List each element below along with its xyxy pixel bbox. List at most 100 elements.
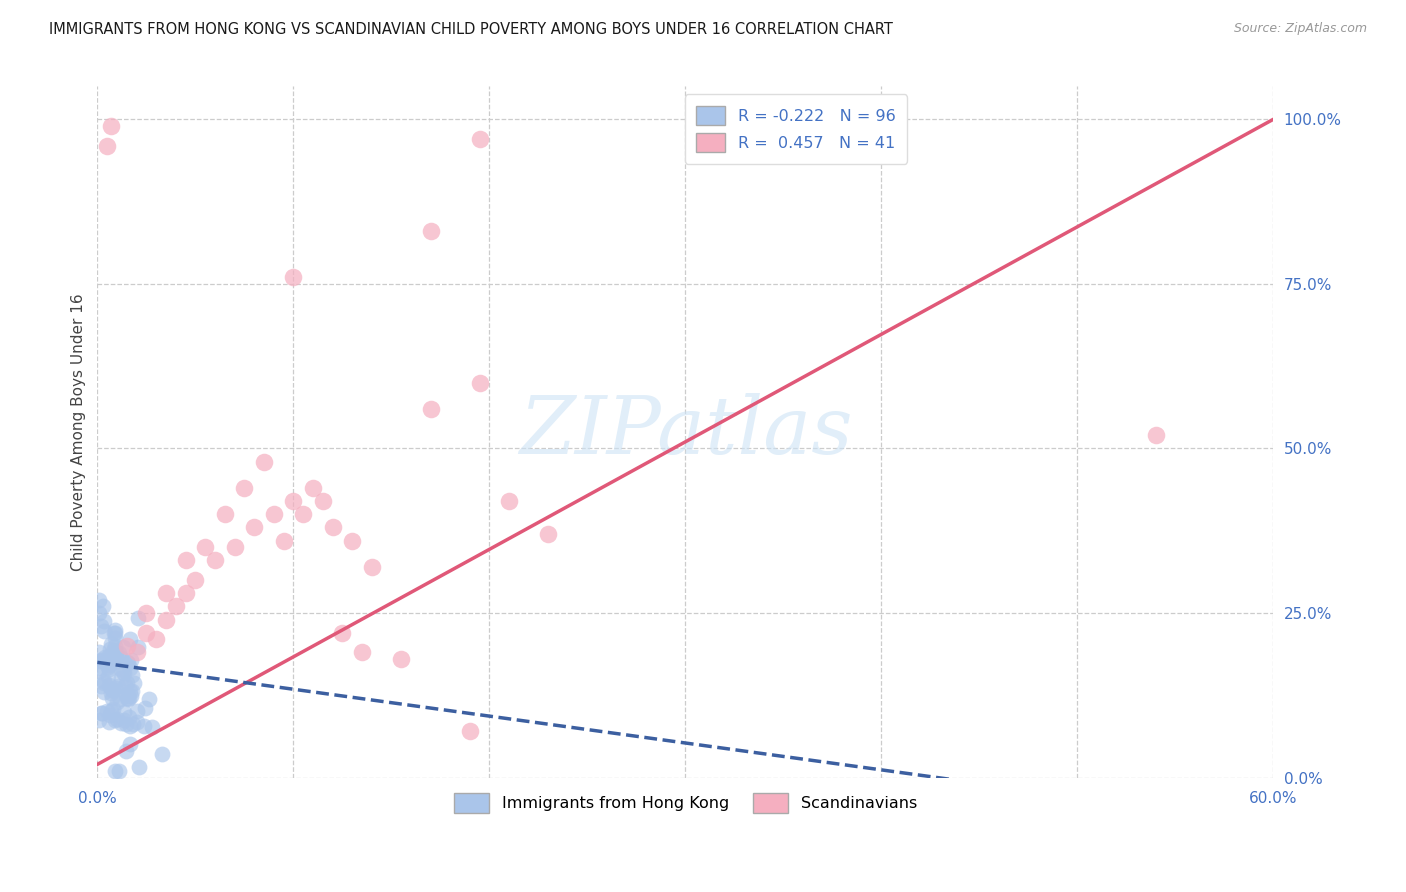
Point [91,599,114,614]
Point [107,679,129,693]
Point [128,760,150,774]
Point [112,705,135,719]
Point [302,481,325,495]
Point [103,644,125,658]
Point [104,624,127,638]
Point [184,573,207,587]
Point [94,650,117,665]
Point [115,716,138,731]
Point [498,494,520,508]
Point [115,639,138,653]
Point [104,626,127,640]
Point [101,683,124,698]
Point [419,401,441,416]
Point [468,376,491,390]
Point [112,665,135,679]
Point [194,540,217,554]
Text: ZIPatlas: ZIPatlas [519,393,852,471]
Point [93,614,115,628]
Point [117,689,139,703]
Point [121,653,143,667]
Point [90,706,112,720]
Point [117,656,139,670]
Point [150,747,173,761]
Point [112,714,135,728]
Point [97,658,120,673]
Point [122,676,145,690]
Point [283,270,305,285]
Point [96,655,118,669]
Point [101,647,124,661]
Point [204,553,226,567]
Point [419,224,441,238]
Point [155,586,177,600]
Point [103,655,125,669]
Point [118,718,141,732]
Point [214,508,236,522]
Point [97,650,120,665]
Point [118,660,141,674]
Point [292,508,315,522]
Point [458,724,481,739]
Point [100,637,122,651]
Point [253,454,276,468]
Point [114,678,136,692]
Point [100,119,122,133]
Point [118,632,141,647]
Point [127,611,149,625]
Point [104,650,127,665]
Point [108,646,131,660]
Point [89,606,111,620]
Point [121,684,143,698]
Text: Source: ZipAtlas.com: Source: ZipAtlas.com [1233,22,1367,36]
Point [93,624,115,638]
Point [111,640,134,655]
Point [89,661,111,675]
Point [89,653,111,667]
Point [155,613,177,627]
Point [127,640,149,654]
Point [105,712,128,726]
Point [135,606,157,620]
Point [89,664,111,678]
Point [117,692,139,706]
Point [114,744,136,758]
Point [100,704,122,718]
Point [97,668,120,682]
Point [350,645,373,659]
Point [389,652,412,666]
Point [115,690,138,705]
Point [118,690,141,705]
Point [121,717,143,731]
Point [98,662,121,676]
Point [273,533,295,548]
Point [101,683,124,698]
Point [120,683,142,698]
Point [110,716,132,731]
Point [120,689,142,703]
Point [243,520,266,534]
Point [132,719,155,733]
Point [121,668,143,682]
Point [101,702,124,716]
Point [127,705,149,719]
Point [174,586,197,600]
Point [322,520,344,534]
Point [89,645,111,659]
Point [105,644,128,658]
Text: IMMIGRANTS FROM HONG KONG VS SCANDINAVIAN CHILD POVERTY AMONG BOYS UNDER 16 CORR: IMMIGRANTS FROM HONG KONG VS SCANDINAVIA… [49,22,893,37]
Point [90,619,112,633]
Point [104,640,127,654]
Point [135,625,157,640]
Point [107,695,129,709]
Point [340,533,363,548]
Point [110,651,132,665]
Point [103,713,125,727]
Point [100,652,122,666]
Point [114,688,136,702]
Point [89,654,111,668]
Point [110,671,132,685]
Point [100,641,122,656]
Point [120,737,142,751]
Point [174,553,197,567]
